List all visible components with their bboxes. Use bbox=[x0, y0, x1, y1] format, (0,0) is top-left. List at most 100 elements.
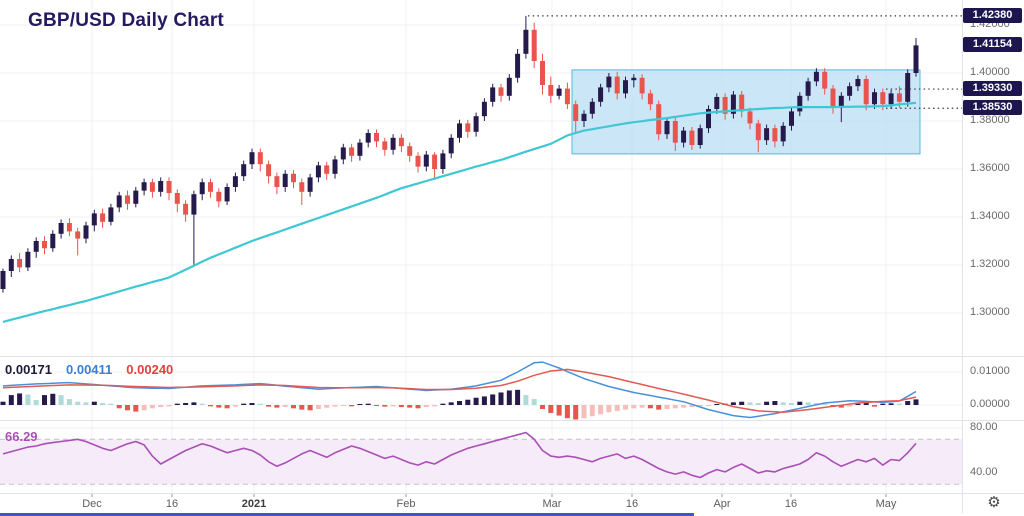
macd-histogram-bar bbox=[282, 405, 288, 407]
candle-body bbox=[448, 137, 454, 154]
candle-body bbox=[647, 93, 653, 105]
candle-body bbox=[8, 259, 14, 271]
candle-body bbox=[266, 164, 272, 177]
macd-histogram-bar bbox=[465, 399, 471, 405]
macd-histogram-bar bbox=[905, 401, 911, 405]
macd-histogram-bar bbox=[888, 403, 894, 405]
candle-body bbox=[83, 225, 89, 239]
macd-line bbox=[2, 361, 917, 419]
time-axis-label: 16 bbox=[625, 498, 639, 510]
candle-body bbox=[42, 241, 47, 249]
candle-body bbox=[880, 92, 886, 105]
macd-legend: 0.00171 0.00411 0.00240 bbox=[5, 362, 187, 377]
macd-histogram-bar bbox=[66, 399, 72, 405]
macd-histogram-bar bbox=[772, 401, 778, 405]
candle-body bbox=[581, 113, 587, 121]
macd-histogram-bar bbox=[755, 403, 761, 405]
macd-histogram-bar bbox=[149, 405, 155, 409]
macd-histogram-bar bbox=[490, 394, 496, 405]
macd-signal-line bbox=[2, 368, 917, 414]
candle-body bbox=[257, 152, 263, 165]
candle-body bbox=[896, 93, 902, 102]
candle-body bbox=[224, 187, 230, 202]
macd-histogram-bar bbox=[33, 400, 39, 405]
candle-body bbox=[183, 203, 189, 215]
macd-histogram-bar bbox=[473, 397, 479, 405]
candle-body bbox=[481, 101, 487, 117]
candle-body bbox=[739, 94, 745, 112]
macd-histogram-bar bbox=[8, 395, 14, 405]
candle-body bbox=[747, 111, 753, 124]
macd-histogram-bar bbox=[374, 405, 379, 406]
candle-body bbox=[855, 79, 861, 87]
candle-body bbox=[548, 85, 554, 96]
candle-body bbox=[232, 176, 238, 187]
macd-histogram-bar bbox=[291, 405, 296, 409]
macd-histogram-bar bbox=[481, 396, 487, 405]
macd-histogram-bar bbox=[133, 405, 139, 412]
candle-body bbox=[830, 88, 836, 108]
candle-body bbox=[33, 241, 39, 252]
candle-body bbox=[324, 165, 330, 174]
candle-body bbox=[440, 153, 446, 169]
candle-body bbox=[457, 123, 462, 138]
candle-body bbox=[315, 165, 321, 178]
macd-histogram-bar bbox=[639, 405, 645, 408]
macd-histogram-bar bbox=[315, 405, 321, 409]
macd-histogram-bar bbox=[166, 405, 172, 407]
macd-histogram-bar bbox=[108, 403, 114, 405]
price-axis-label: 1.32000 bbox=[970, 258, 1010, 270]
price-axis-label: 1.30000 bbox=[970, 306, 1010, 318]
macd-signal-value: 0.00240 bbox=[126, 362, 174, 377]
candle-body bbox=[606, 76, 612, 88]
candle-body bbox=[274, 176, 280, 187]
candle-body bbox=[199, 182, 205, 195]
macd-histogram-bar bbox=[0, 401, 6, 405]
macd-histogram-bar bbox=[407, 405, 413, 408]
candle-body bbox=[913, 45, 919, 73]
macd-histogram-bar bbox=[548, 405, 554, 413]
macd-histogram-bar bbox=[498, 392, 504, 405]
macd-histogram-bar bbox=[266, 405, 272, 407]
time-axis-label: 2021 bbox=[241, 498, 267, 510]
candle-body bbox=[838, 95, 844, 108]
candle-body bbox=[473, 116, 479, 132]
macd-histogram-bar bbox=[423, 405, 429, 407]
macd-histogram-bar bbox=[199, 403, 205, 405]
macd-histogram-bar bbox=[232, 405, 238, 407]
candle-body bbox=[291, 173, 296, 183]
macd-histogram-bar bbox=[299, 405, 305, 410]
time-axis-label: 16 bbox=[784, 498, 798, 510]
macd-histogram-bar bbox=[174, 403, 180, 405]
candle-body bbox=[116, 195, 122, 208]
macd-histogram-bar bbox=[556, 405, 562, 416]
candle-body bbox=[498, 87, 504, 96]
time-axis-label: Feb bbox=[396, 498, 416, 510]
candle-body bbox=[573, 104, 579, 121]
price-badge: 1.41154 bbox=[963, 37, 1022, 53]
candle-body bbox=[58, 223, 64, 234]
candle-body bbox=[664, 121, 670, 135]
candle-body bbox=[66, 223, 72, 232]
candle-body bbox=[307, 177, 313, 192]
highlight-box-annotation[interactable] bbox=[571, 69, 921, 155]
candle-body bbox=[789, 111, 794, 126]
macd-histogram-bar bbox=[730, 402, 736, 405]
macd-histogram-bar bbox=[540, 405, 545, 409]
candle-body bbox=[888, 93, 894, 105]
macd-histogram-bar bbox=[664, 405, 670, 409]
candle-body bbox=[531, 29, 537, 61]
candle-body bbox=[556, 88, 562, 96]
candle-body bbox=[332, 159, 338, 174]
macd-histogram-bar bbox=[42, 395, 47, 405]
macd-histogram-value: 0.00171 bbox=[5, 362, 52, 377]
macd-histogram-bar bbox=[805, 402, 811, 405]
settings-gear-icon[interactable]: ⚙ bbox=[987, 494, 1001, 511]
macd-histogram-bar bbox=[689, 405, 695, 407]
candle-body bbox=[191, 194, 197, 215]
candle-body bbox=[108, 207, 114, 222]
candle-body bbox=[614, 76, 620, 94]
candle-body bbox=[490, 87, 496, 102]
macd-histogram-bar bbox=[398, 405, 404, 407]
